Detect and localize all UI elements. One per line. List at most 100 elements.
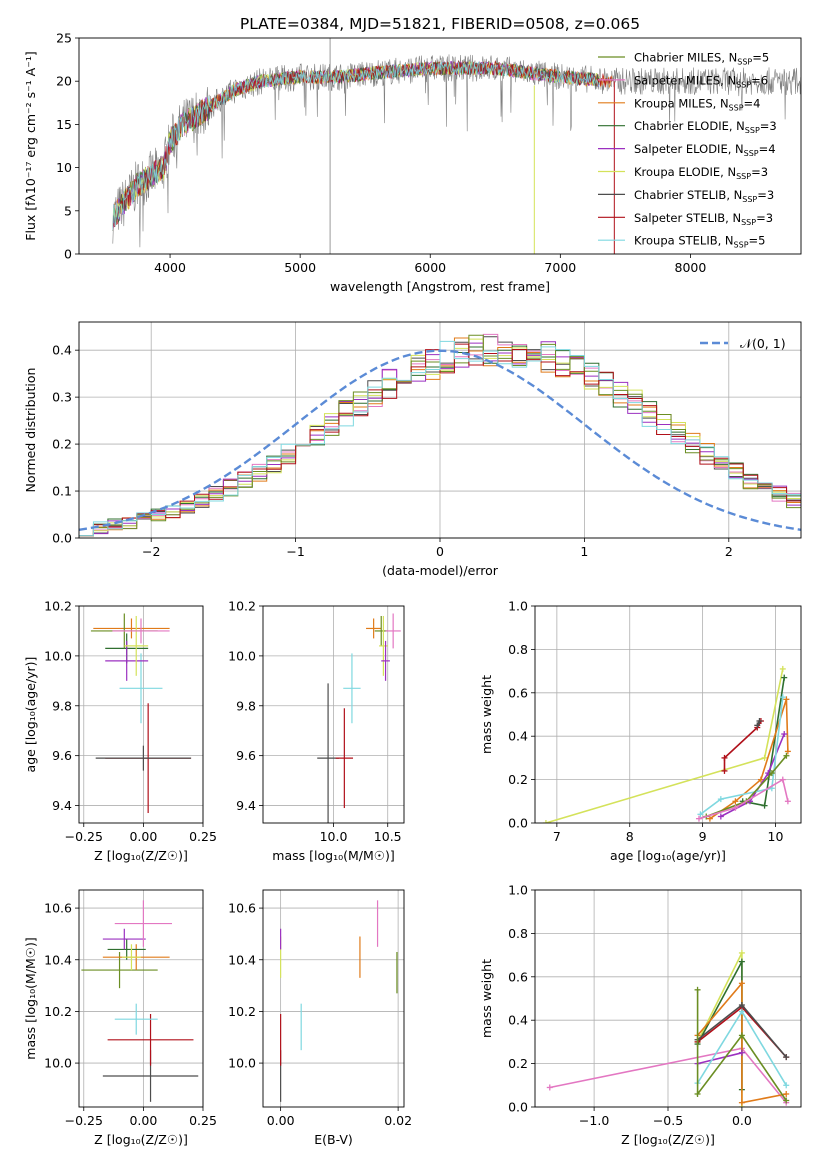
x-tick-label: 0.02	[384, 1113, 412, 1128]
legend-label: Salpeter MILES, NSSP=6	[634, 73, 768, 89]
histogram-step	[79, 340, 801, 538]
legend-label: Salpeter ELODIE, NSSP=4	[634, 142, 776, 158]
normal-curve-line	[79, 349, 801, 531]
legend-subscript: SSP	[734, 241, 749, 250]
y-tick-label: 0.2	[52, 437, 72, 452]
y-tick-label: 10.2	[44, 1004, 72, 1019]
plot-frame	[78, 605, 204, 824]
plot-frame	[78, 37, 802, 255]
y-tick-label: 9.4	[52, 798, 72, 813]
legend-value: =4	[744, 96, 761, 110]
tick-labels: 10.0 10.5 9.4 9.6 9.8 10.0 10.2	[228, 599, 401, 845]
legend-value: =5	[749, 234, 766, 248]
tick-labels: 7 8 9 10 0.0 0.2 0.4 0.6 0.8 1.0	[508, 599, 783, 845]
spectrum-panel: 4000 5000 6000 7000 8000 0 5 10 15 20 25 wavelength…	[23, 31, 802, 294]
tick-labels: −1.0 −0.5 0.0 0.0 0.2 0.4 0.6 0.8 1.0	[508, 883, 752, 1129]
y-axis-label: age [log₁₀(age/yr)]	[23, 657, 38, 773]
x-axis-label: Z [log₁₀(Z/Z☉)]	[94, 1132, 188, 1147]
y-tick-label: 0.1	[52, 484, 72, 499]
legend-subscript: SSP	[741, 218, 756, 227]
x-tick-label: 7000	[544, 260, 576, 275]
legend-value: =4	[759, 142, 776, 156]
legend-subscript: SSP	[742, 195, 757, 204]
x-tick-label: −0.5	[653, 1113, 683, 1128]
y-axis-label: Normed distribution	[23, 368, 38, 493]
x-tick-label: 6000	[414, 260, 446, 275]
x-tick-label: 4000	[154, 260, 186, 275]
weight-lines	[546, 949, 790, 1107]
y-tick-label: 0.0	[508, 816, 528, 831]
weight-series-line	[697, 1052, 743, 1065]
x-axis-label: Z [log₁₀(Z/Z☉)]	[621, 1132, 715, 1147]
mass-vs-ebv-panel: 0.00 0.02 10.0 10.2 10.4 10.6 E(B-V)	[228, 889, 412, 1147]
spectrum-lines	[112, 38, 801, 254]
weight-vs-metallicity-panel: −1.0 −0.5 0.0 0.0 0.2 0.4 0.6 0.8 1.0 Z [log₁₀(Z/…	[479, 883, 802, 1147]
x-tick-label: 7	[553, 829, 561, 844]
x-tick-label: 0.00	[129, 1113, 157, 1128]
y-tick-label: 10.2	[44, 599, 72, 614]
plot-frame	[534, 889, 802, 1108]
x-tick-label: 1	[580, 544, 588, 559]
weight-series-line	[696, 989, 787, 1101]
x-tick-label: 10.0	[320, 829, 348, 844]
legend-label: Salpeter STELIB, NSSP=3	[634, 211, 773, 227]
x-tick-label: 0.00	[129, 829, 157, 844]
x-tick-label: 0.00	[267, 1113, 295, 1128]
x-tick-label: −2	[142, 544, 160, 559]
weight-series-line	[699, 697, 784, 815]
weight-lines	[542, 665, 791, 823]
x-tick-label: 2	[725, 544, 733, 559]
x-tick-label: 0	[436, 544, 444, 559]
y-tick-label: 10.6	[44, 901, 72, 916]
x-tick-label: 5000	[284, 260, 316, 275]
x-tick-label: −0.25	[65, 1113, 103, 1128]
y-tick-label: 10.0	[44, 1056, 72, 1071]
legend-value: =3	[760, 119, 777, 133]
x-tick-label: 8000	[675, 260, 707, 275]
y-tick-label: 10.2	[228, 1004, 256, 1019]
y-tick-label: 1.0	[508, 883, 528, 898]
y-tick-label: 5	[64, 203, 72, 218]
legend-value: =3	[751, 165, 768, 179]
y-tick-label: 1.0	[508, 599, 528, 614]
tick-labels: −0.25 0.00 0.25 10.0 10.2 10.4 10.6	[44, 901, 217, 1128]
y-tick-label: 10.4	[44, 952, 72, 967]
x-tick-label: 0.25	[189, 1113, 217, 1128]
legend-subscript: SSP	[737, 58, 752, 67]
residual-histogram-panel: −2 −1 0 1 2 0.0 0.1 0.2 0.3 0.4 (data-model)/error…	[23, 321, 802, 578]
tick-labels: 4000 5000 6000 7000 8000 0 5 10 15 20 25	[56, 31, 706, 276]
y-tick-label: 9.6	[52, 748, 72, 763]
y-tick-label: 10.0	[228, 648, 256, 663]
x-tick-label: 9	[699, 829, 707, 844]
x-tick-label: −1.0	[579, 1113, 609, 1128]
error-bars	[280, 900, 398, 1102]
y-tick-label: 20	[56, 74, 72, 89]
y-axis-label: mass weight	[479, 959, 494, 1038]
x-axis-label: (data-model)/error	[382, 563, 499, 578]
legend-label: Kroupa STELIB, NSSP=5	[634, 234, 765, 250]
x-tick-label: 10.5	[374, 829, 402, 844]
y-tick-label: 15	[56, 117, 72, 132]
y-axis-label: mass weight	[479, 675, 494, 754]
y-tick-label: 9.4	[236, 798, 256, 813]
model-spectrum-line	[112, 60, 613, 231]
tick-labels: 0.00 0.02 10.0 10.2 10.4 10.6	[228, 901, 412, 1128]
y-tick-label: 0.0	[52, 531, 72, 546]
weight-series-line	[696, 981, 787, 1104]
y-tick-label: 9.8	[52, 698, 72, 713]
legend-value: =3	[756, 211, 773, 225]
tick-labels: −2 −1 0 1 2 0.0 0.1 0.2 0.3 0.4	[52, 343, 733, 559]
y-tick-label: 10.2	[228, 599, 256, 614]
y-axis-label: mass [log₁₀(M/M☉)]	[23, 937, 38, 1059]
y-tick-label: 10.0	[44, 648, 72, 663]
x-axis-label: Z [log₁₀(Z/Z☉)]	[94, 848, 188, 863]
plot-frame	[262, 889, 405, 1108]
y-tick-label: 9.8	[236, 698, 256, 713]
y-tick-label: 0.6	[508, 969, 528, 984]
histograms	[79, 333, 801, 538]
x-axis-label: E(B-V)	[314, 1132, 353, 1147]
legend-label: Chabrier ELODIE, NSSP=3	[634, 119, 777, 135]
legend-subscript: SSP	[745, 126, 760, 135]
legend-value: =3	[757, 188, 774, 202]
plot-frame	[262, 605, 405, 824]
